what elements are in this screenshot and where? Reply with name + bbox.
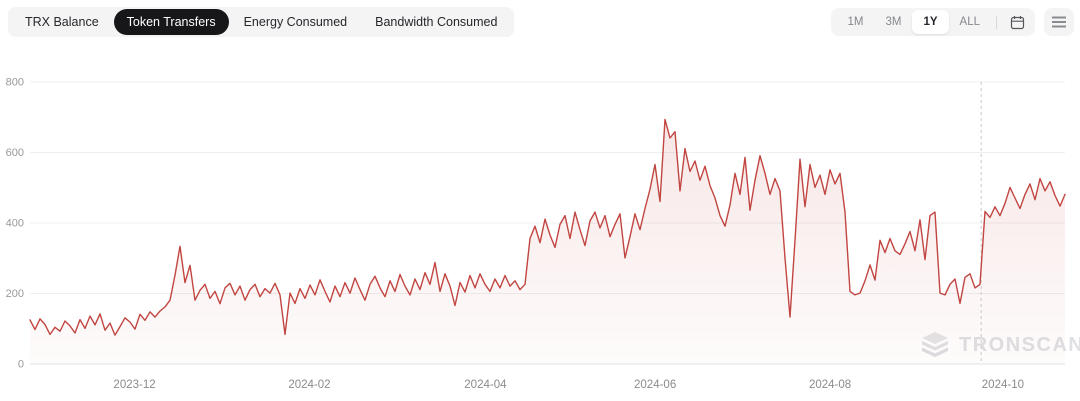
x-axis-label: 2024-06	[634, 379, 676, 391]
x-axis-label: 2023-12	[113, 379, 155, 391]
range-1y-button[interactable]: 1Y	[912, 10, 949, 34]
tab-token-transfers[interactable]: Token Transfers	[113, 9, 229, 35]
controls-divider	[996, 15, 997, 29]
chart-menu-button[interactable]	[1044, 8, 1074, 36]
tab-trx-balance[interactable]: TRX Balance	[25, 15, 99, 29]
series-area	[30, 119, 1065, 365]
time-range-selector: 1M 3M 1Y ALL	[831, 8, 1035, 36]
calendar-button[interactable]	[1004, 10, 1030, 34]
tab-energy-consumed[interactable]: Energy Consumed	[243, 15, 348, 29]
y-axis-label: 600	[6, 147, 24, 159]
y-axis-label: 0	[18, 359, 24, 371]
chart-type-tabs: TRX Balance Token Transfers Energy Consu…	[8, 7, 515, 37]
x-axis-label: 2024-10	[982, 379, 1024, 391]
x-axis-label: 2024-04	[464, 379, 507, 391]
calendar-icon	[1010, 15, 1024, 29]
x-axis-label: 2024-08	[809, 379, 851, 391]
chart-header: TRX Balance Token Transfers Energy Consu…	[8, 7, 1074, 37]
y-axis-label: 200	[6, 288, 24, 300]
range-3m-button[interactable]: 3M	[885, 16, 902, 28]
y-axis-label: 800	[6, 77, 24, 89]
y-axis-label: 400	[6, 218, 24, 230]
series-line	[29, 118, 1066, 336]
chart-controls: 1M 3M 1Y ALL	[831, 8, 1074, 36]
range-1m-button[interactable]: 1M	[847, 16, 864, 28]
tab-bandwidth-consumed[interactable]: Bandwidth Consumed	[375, 15, 498, 29]
x-axis-label: 2024-02	[288, 379, 330, 391]
range-all-button[interactable]: ALL	[959, 16, 980, 28]
menu-icon	[1052, 16, 1066, 28]
